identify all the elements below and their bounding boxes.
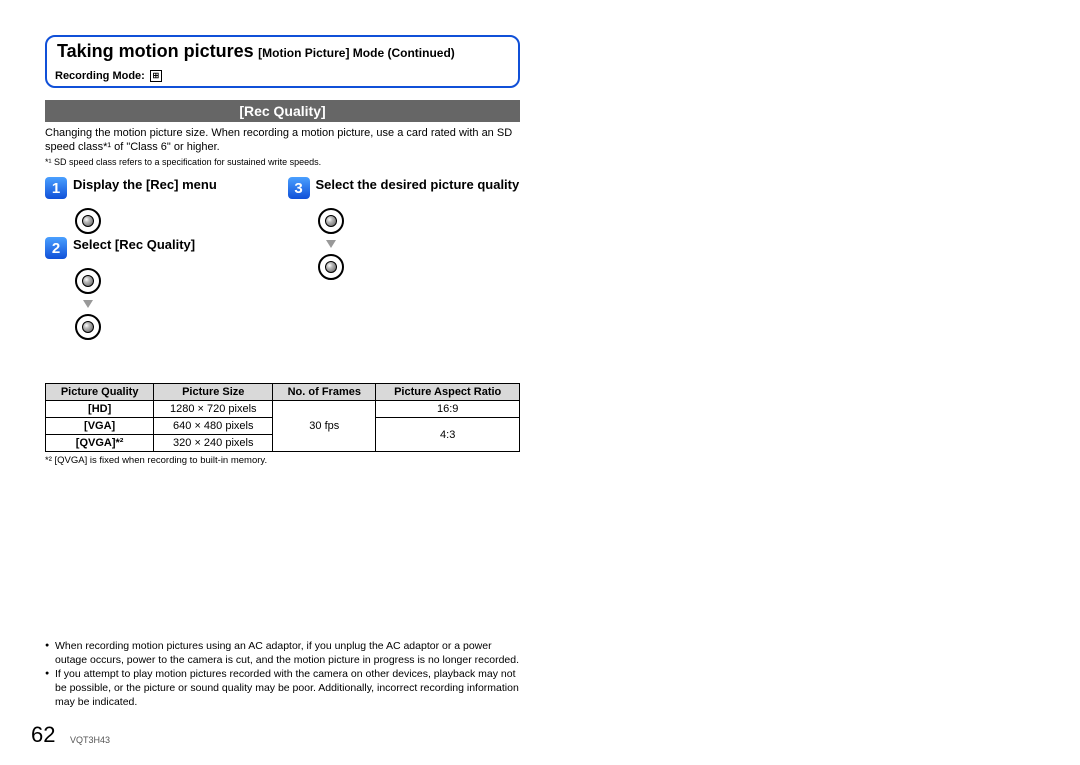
- step-title: Select [Rec Quality]: [73, 237, 195, 253]
- table-cell: [VGA]: [46, 418, 154, 435]
- step-title: Display the [Rec] menu: [73, 177, 217, 193]
- control-dial-icon: [75, 268, 101, 294]
- table-cell: [QVGA]*²: [46, 435, 154, 452]
- table-header: No. of Frames: [273, 384, 376, 401]
- recording-mode-label: Recording Mode: ⊞: [55, 70, 162, 82]
- step-number-badge: 3: [288, 177, 310, 199]
- table-cell: 4:3: [376, 418, 520, 452]
- notes-section: When recording motion pictures using an …: [45, 640, 520, 710]
- note-item: If you attempt to play motion pictures r…: [45, 668, 520, 709]
- control-dial-icon: [318, 254, 344, 280]
- table-cell: 1280 × 720 pixels: [154, 401, 273, 418]
- control-dial-icon: [75, 314, 101, 340]
- note-item: When recording motion pictures using an …: [45, 640, 520, 667]
- steps-container: 1 Display the [Rec] menu 2 Select [Rec Q…: [45, 177, 520, 343]
- step-2: 2 Select [Rec Quality]: [45, 237, 278, 259]
- table-cell: [HD]: [46, 401, 154, 418]
- footnote-2: *² [QVGA] is fixed when recording to bui…: [45, 455, 520, 466]
- control-dial-icon: [318, 208, 344, 234]
- section-header-bar: [Rec Quality]: [45, 100, 520, 122]
- quality-table: Picture Quality Picture Size No. of Fram…: [45, 383, 520, 452]
- page-title-sub: [Motion Picture] Mode (Continued): [258, 46, 455, 60]
- arrow-down-icon: [326, 240, 336, 248]
- section-intro-text: Changing the motion picture size. When r…: [45, 126, 520, 155]
- step-1: 1 Display the [Rec] menu: [45, 177, 278, 199]
- table-cell: 320 × 240 pixels: [154, 435, 273, 452]
- arrow-down-icon: [83, 300, 93, 308]
- table-cell: 16:9: [376, 401, 520, 418]
- step-3: 3 Select the desired picture quality: [288, 177, 521, 199]
- table-header: Picture Quality: [46, 384, 154, 401]
- footnote-1: *¹ SD speed class refers to a specificat…: [45, 157, 520, 168]
- step-title: Select the desired picture quality: [316, 177, 520, 193]
- table-cell: 640 × 480 pixels: [154, 418, 273, 435]
- table-header: Picture Size: [154, 384, 273, 401]
- title-box: Taking motion pictures [Motion Picture] …: [45, 35, 520, 88]
- control-dial-icon: [75, 208, 101, 234]
- document-id: VQT3H43: [70, 735, 110, 745]
- step-number-badge: 1: [45, 177, 67, 199]
- motion-picture-mode-icon: ⊞: [150, 70, 162, 82]
- table-row: [HD] 1280 × 720 pixels 30 fps 16:9: [46, 401, 520, 418]
- step-number-badge: 2: [45, 237, 67, 259]
- page-title-main: Taking motion pictures: [57, 41, 254, 61]
- table-cell: 30 fps: [273, 401, 376, 452]
- recording-mode-text: Recording Mode:: [55, 70, 145, 82]
- table-header: Picture Aspect Ratio: [376, 384, 520, 401]
- page-number: 62: [31, 722, 55, 748]
